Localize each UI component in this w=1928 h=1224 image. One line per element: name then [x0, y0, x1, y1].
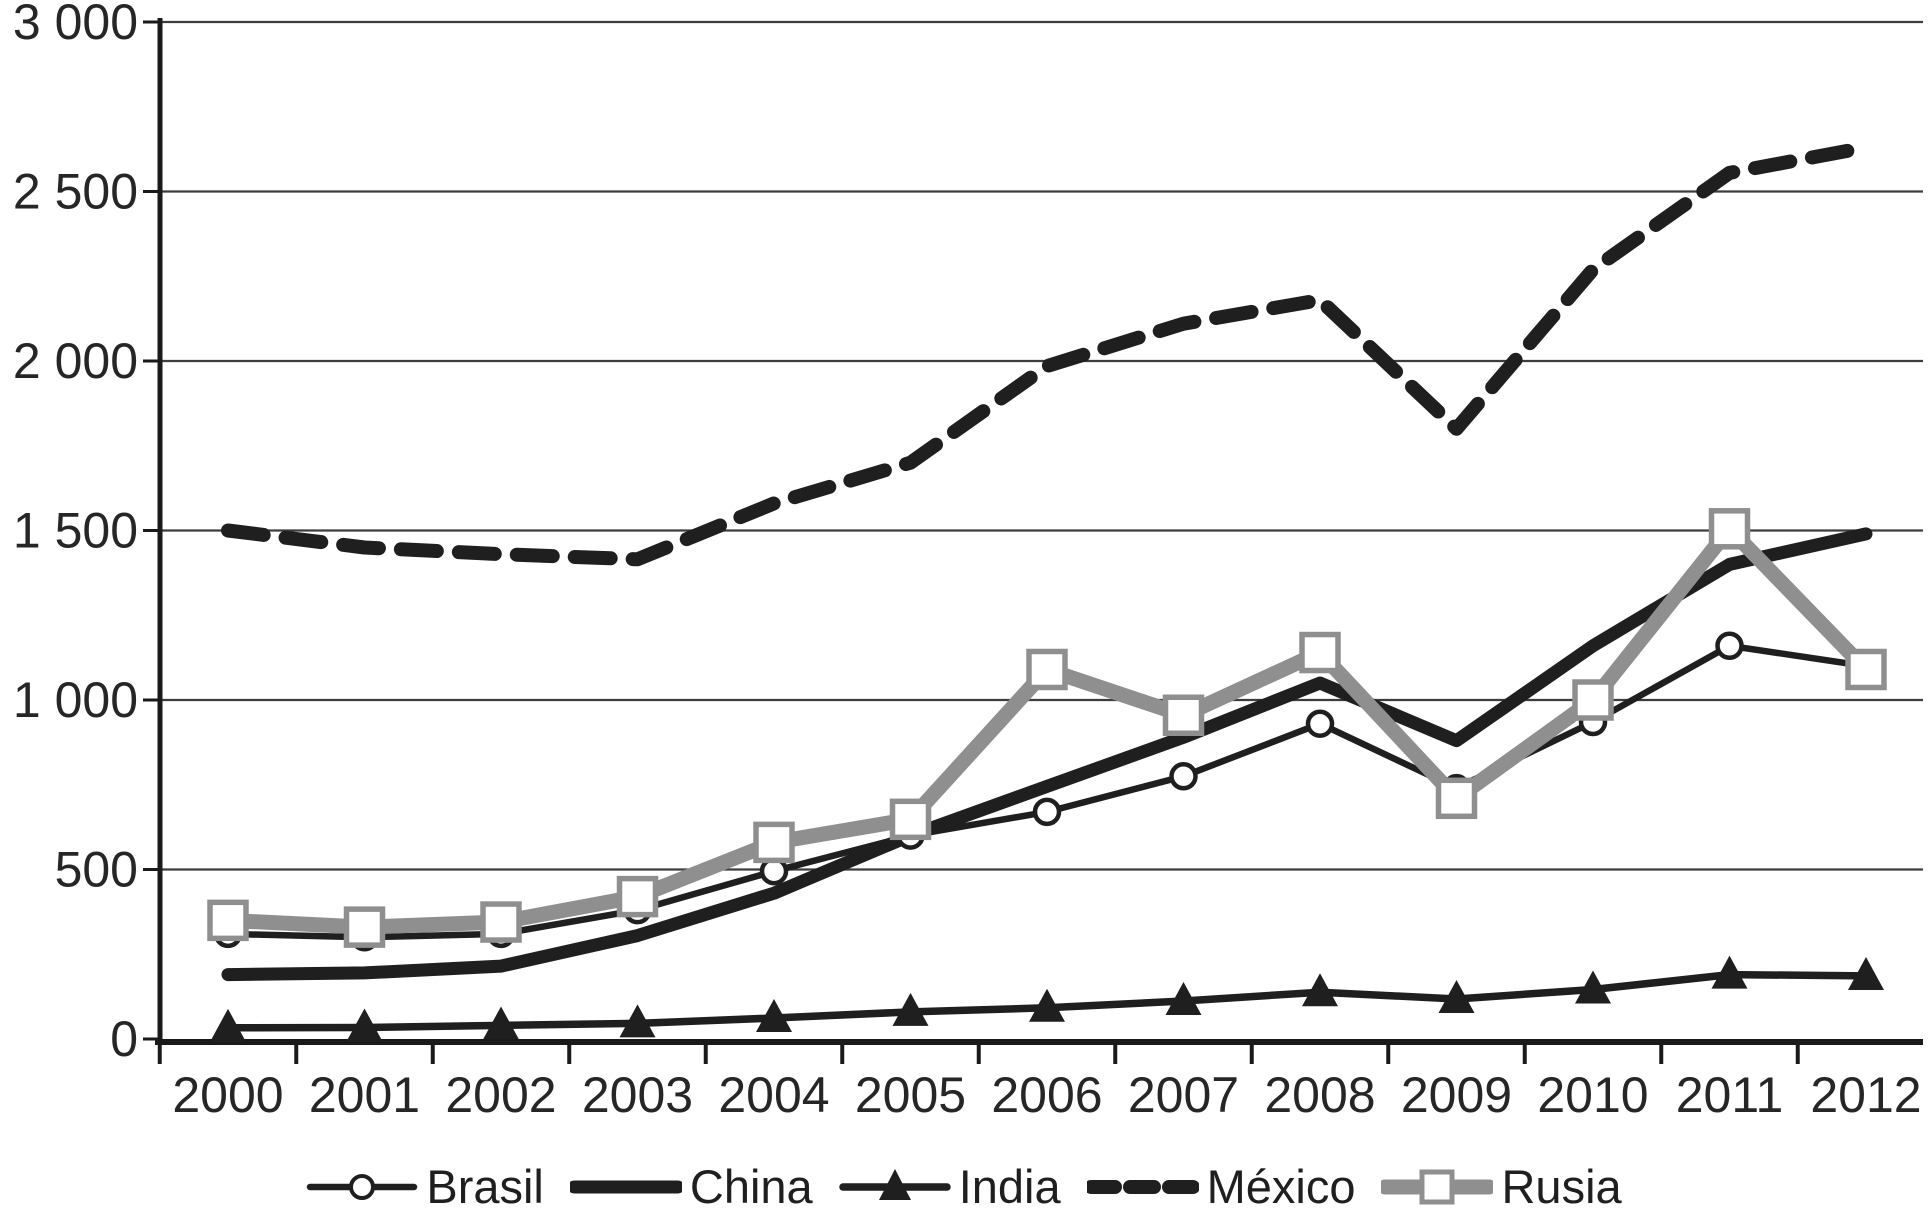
marker-square-rusia — [1026, 648, 1068, 691]
chart-legend: Brasil China India México Rusia — [0, 1159, 1928, 1214]
marker-triangle-india — [1711, 955, 1748, 989]
y-tick-label: 2 000 — [13, 333, 138, 389]
legend-sample-brasil — [307, 1173, 418, 1200]
x-tick-label: 2011 — [1676, 1067, 1784, 1123]
marker-triangle-india — [483, 1006, 519, 1040]
marker-triangle-india — [1029, 988, 1065, 1022]
marker-triangle-india — [1165, 982, 1202, 1016]
marker-circle-brasil — [1169, 762, 1198, 791]
series-line-mexico — [221, 140, 1873, 567]
legend-label-china: China — [689, 1160, 813, 1213]
x-tick-label: 2004 — [718, 1067, 829, 1123]
marker-square-rusia — [753, 821, 795, 864]
legend-sample-rusia — [1381, 1169, 1494, 1204]
legend-item-china: China — [569, 1159, 813, 1214]
marker-triangle-india — [1848, 956, 1884, 990]
marker-circle-brasil — [1305, 709, 1335, 738]
y-tick-label: 2 500 — [13, 164, 138, 220]
series-line-rusia — [220, 521, 1874, 935]
y-tick-label: 0 — [110, 1011, 138, 1067]
marker-square-rusia — [1435, 777, 1478, 820]
marker-triangle-india — [210, 1008, 246, 1042]
legend-label-rusia: Rusia — [1501, 1160, 1622, 1213]
marker-square-rusia — [480, 901, 522, 943]
y-tick-label: 1 500 — [13, 503, 138, 559]
marker-square-rusia — [1572, 679, 1614, 721]
marker-triangle-india — [892, 992, 929, 1026]
x-tick-label: 2010 — [1537, 1067, 1648, 1123]
legend-item-rusia: Rusia — [1381, 1159, 1622, 1214]
legend-label-india: India — [958, 1160, 1061, 1213]
legend-sample-china — [569, 1180, 682, 1193]
x-tick-label: 2000 — [172, 1067, 283, 1123]
y-tick-label: 500 — [55, 842, 138, 898]
marker-square-rusia — [1162, 694, 1205, 737]
marker-triangle-india — [1438, 979, 1475, 1013]
marker-square-rusia — [343, 906, 386, 948]
marker-triangle-india — [1302, 973, 1338, 1007]
x-tick-label: 2005 — [855, 1067, 966, 1123]
legend-label-brasil: Brasil — [426, 1160, 544, 1213]
legend-sample-india — [838, 1168, 951, 1200]
x-tick-label: 2001 — [309, 1067, 420, 1123]
marker-circle-brasil — [1032, 797, 1062, 827]
marker-square-rusia — [1708, 508, 1751, 550]
marker-square-rusia — [889, 798, 932, 841]
marker-square-rusia — [616, 875, 659, 918]
series-line-china — [221, 527, 1873, 982]
legend-item-brasil: Brasil — [306, 1159, 544, 1214]
x-tick-label: 2002 — [445, 1067, 556, 1123]
marker-square-rusia — [207, 899, 249, 942]
legend-item-mexico: México — [1086, 1159, 1356, 1214]
legend-label-mexico: México — [1206, 1160, 1356, 1213]
marker-triangle-india — [1575, 970, 1611, 1004]
legend-sample-mexico — [1086, 1179, 1199, 1194]
x-tick-label: 2007 — [1128, 1067, 1239, 1123]
x-tick-label: 2008 — [1264, 1067, 1375, 1123]
marker-triangle-india — [346, 1008, 383, 1042]
marker-circle-brasil — [1715, 631, 1744, 661]
x-tick-label: 2009 — [1401, 1067, 1512, 1123]
marker-square-rusia — [1845, 648, 1887, 691]
marker-triangle-india — [619, 1004, 656, 1038]
marker-triangle-india — [756, 998, 792, 1032]
x-tick-label: 2006 — [991, 1067, 1102, 1123]
y-tick-label: 1 000 — [13, 672, 138, 728]
x-tick-label: 2003 — [582, 1067, 693, 1123]
marker-square-rusia — [1299, 631, 1341, 674]
legend-item-india: India — [838, 1159, 1061, 1214]
x-tick-label: 2012 — [1810, 1067, 1921, 1123]
y-tick-label: 3 000 — [13, 0, 138, 50]
